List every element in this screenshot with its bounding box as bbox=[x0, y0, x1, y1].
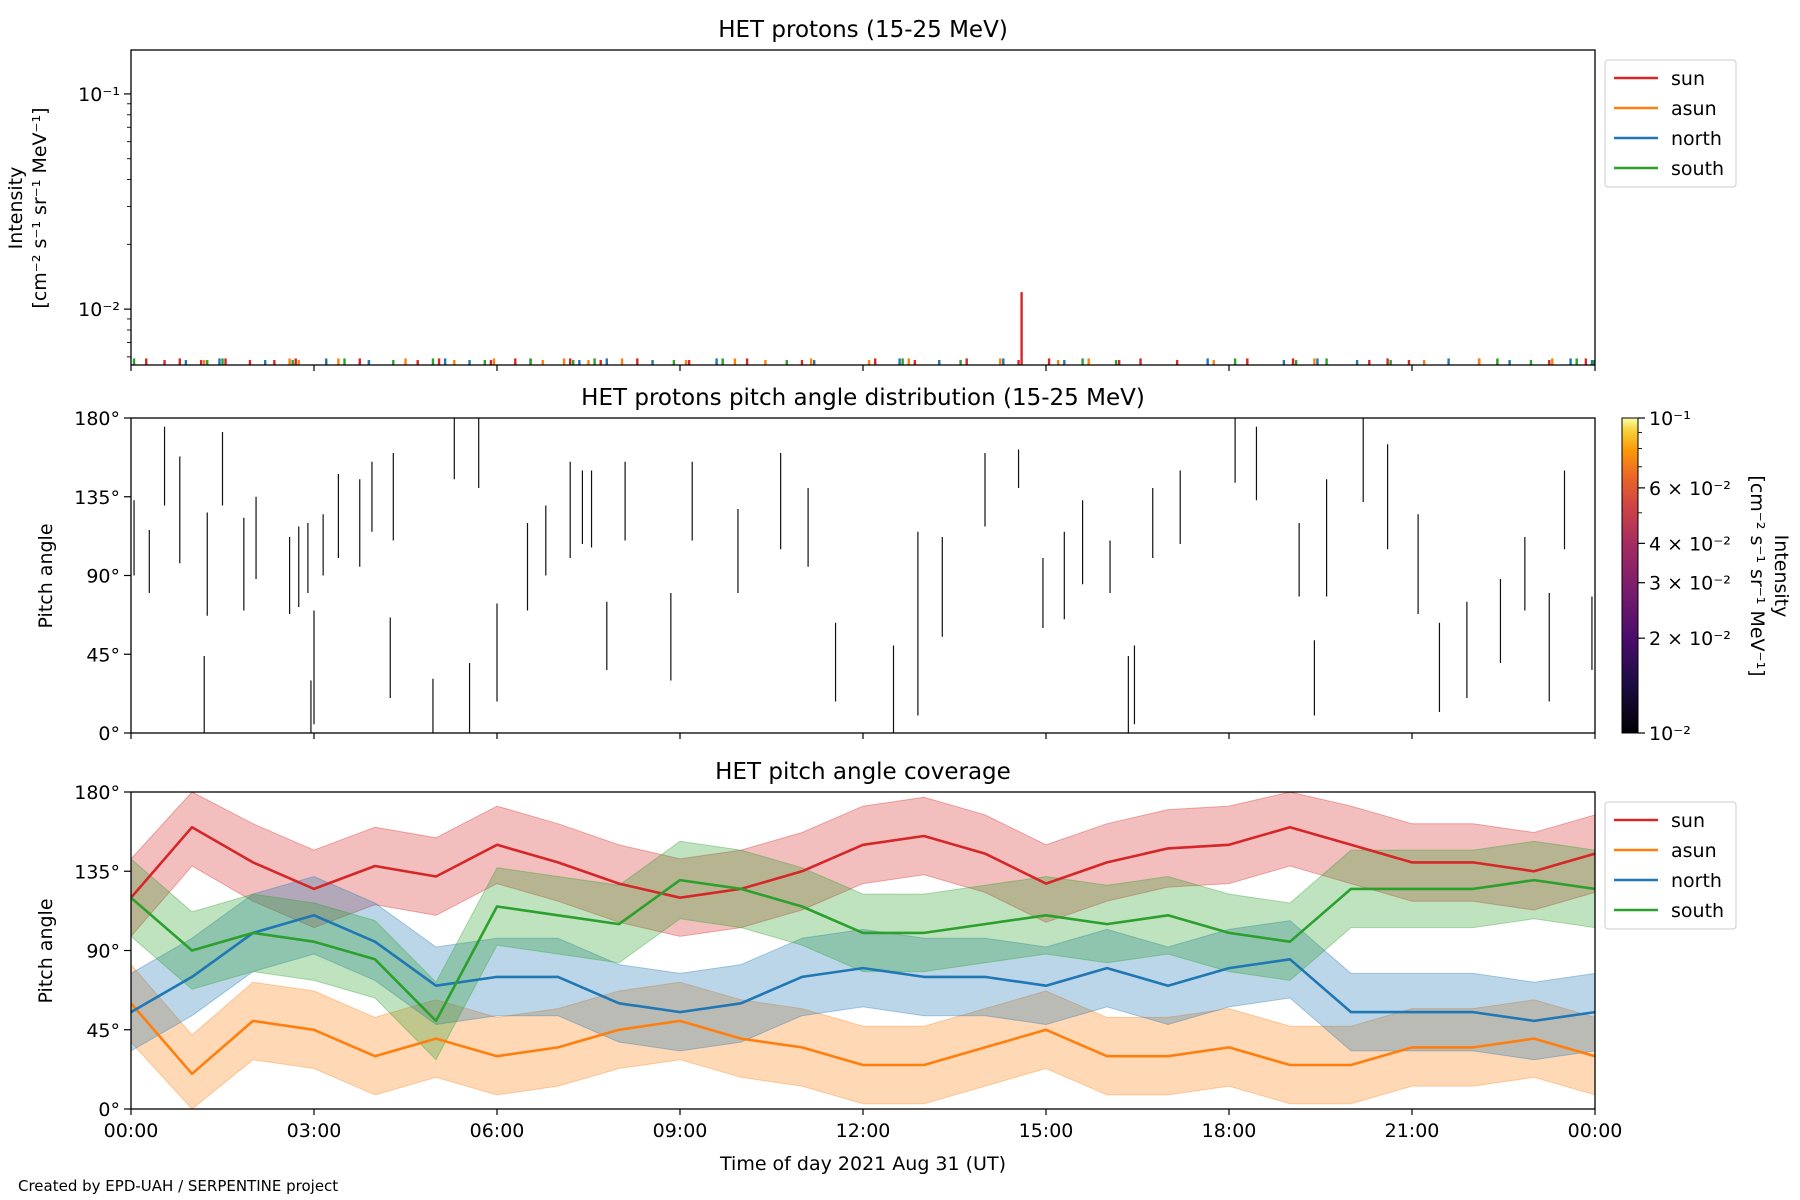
y-tick-label: 10⁻¹ bbox=[78, 84, 120, 106]
colorbar-tick-label: 2 × 10⁻² bbox=[1649, 628, 1731, 650]
panel3-xlabel: Time of day 2021 Aug 31 (UT) bbox=[719, 1153, 1006, 1175]
panel-coverage: HET pitch angle coverage 0° 45° 90° 135° 180… bbox=[35, 759, 1737, 1175]
panel1-legend-sun: sun bbox=[1671, 68, 1705, 90]
coverage-line-south bbox=[131, 878, 1595, 1023]
x-tick-label: 06:00 bbox=[470, 1120, 525, 1142]
x-tick-label: 09:00 bbox=[653, 1120, 708, 1142]
panel-pad: HET protons pitch angle distribution (15… bbox=[35, 385, 1792, 745]
colorbar-label-line1: Intensity bbox=[1770, 535, 1792, 618]
y-tick-label: 45° bbox=[86, 644, 120, 666]
panel1-ylabel-line1: Intensity bbox=[5, 167, 27, 250]
coverage-line-north bbox=[131, 914, 1595, 1023]
y-tick-label: 0° bbox=[98, 723, 120, 745]
colorbar-gradient bbox=[1621, 417, 1639, 734]
colorbar-tick-label: 3 × 10⁻² bbox=[1649, 573, 1731, 595]
colorbar-label-line2: [cm⁻² s⁻¹ sr⁻¹ MeV⁻¹] bbox=[1746, 475, 1768, 676]
colorbar-tick-label: 4 × 10⁻² bbox=[1649, 533, 1731, 555]
panel1-ylabel: Intensity [cm⁻² s⁻¹ sr⁻¹ MeV⁻¹] bbox=[5, 107, 51, 308]
colorbar-ticks: 10⁻² 2 × 10⁻² 3 × 10⁻² 4 × 10⁻² 6 × 10⁻² 10⁻¹ bbox=[1638, 408, 1731, 745]
panel3-title: HET pitch angle coverage bbox=[715, 759, 1011, 785]
panel1-legend-box bbox=[1604, 59, 1737, 188]
colorbar-tick-label: 10⁻² bbox=[1649, 723, 1691, 745]
colorbar: 10⁻² 2 × 10⁻² 3 × 10⁻² 4 × 10⁻² 6 × 10⁻² 10⁻¹… bbox=[1621, 408, 1792, 745]
x-tick-label: 03:00 bbox=[287, 1120, 342, 1142]
panel1-legend-north: north bbox=[1671, 128, 1722, 150]
colorbar-label: Intensity [cm⁻² s⁻¹ sr⁻¹ MeV⁻¹] bbox=[1746, 475, 1792, 676]
panel1-legend: sun asun north south bbox=[1604, 59, 1737, 188]
x-tick-label: 12:00 bbox=[836, 1120, 891, 1142]
y-tick-label: 0° bbox=[98, 1099, 120, 1121]
x-tick-label: 00:00 bbox=[104, 1120, 159, 1142]
x-tick-label: 18:00 bbox=[1202, 1120, 1257, 1142]
panel3-legend: sun asun north south bbox=[1604, 801, 1737, 930]
colorbar-tick-label: 6 × 10⁻² bbox=[1649, 478, 1731, 500]
panel2-title: HET protons pitch angle distribution (15… bbox=[581, 385, 1145, 411]
panel2-marks bbox=[133, 418, 1593, 733]
colorbar-tick-label: 10⁻¹ bbox=[1649, 408, 1691, 430]
y-tick-label: 90° bbox=[86, 566, 120, 588]
x-tick-label: 21:00 bbox=[1385, 1120, 1440, 1142]
y-tick-label: 180° bbox=[74, 408, 120, 430]
panel2-y-axis: 0° 45° 90° 135° 180° bbox=[74, 408, 131, 745]
y-tick-label: 10⁻² bbox=[78, 299, 120, 321]
y-tick-label: 180° bbox=[74, 782, 120, 804]
coverage-line-asun bbox=[131, 1002, 1595, 1076]
y-tick-label: 135° bbox=[74, 487, 120, 509]
panel3-legend-south: south bbox=[1671, 900, 1724, 922]
panel1-ylabel-line2: [cm⁻² s⁻¹ sr⁻¹ MeV⁻¹] bbox=[29, 107, 51, 308]
panel1-frame bbox=[130, 49, 1596, 366]
panel3-legend-box bbox=[1604, 801, 1737, 930]
panel2-x-ticks bbox=[130, 733, 1596, 739]
panel3-ylabel: Pitch angle bbox=[35, 898, 57, 1003]
credit-text: Created by EPD-UAH / SERPENTINE project bbox=[18, 1177, 338, 1195]
panel1-title: HET protons (15-25 MeV) bbox=[718, 17, 1008, 43]
panel1-legend-south: south bbox=[1671, 158, 1724, 180]
y-tick-label: 90° bbox=[86, 941, 120, 963]
panel1-y-axis: 10⁻² 10⁻¹ bbox=[78, 84, 131, 358]
coverage-band-sun bbox=[131, 792, 1595, 938]
y-tick-label: 135° bbox=[74, 861, 120, 883]
coverage-line-sun bbox=[131, 825, 1595, 899]
panel1-x-ticks bbox=[130, 365, 1596, 371]
panel3-legend-asun: asun bbox=[1671, 840, 1717, 862]
y-tick-label: 45° bbox=[86, 1020, 120, 1042]
panel1-legend-asun: asun bbox=[1671, 98, 1717, 120]
panel2-frame bbox=[130, 417, 1596, 734]
coverage-band-south bbox=[131, 840, 1595, 1061]
panel3-y-axis: 0° 45° 90° 135° 180° bbox=[74, 782, 131, 1121]
panel1-marks bbox=[132, 292, 1595, 365]
x-tick-label: 15:00 bbox=[1019, 1120, 1074, 1142]
panel2-ylabel: Pitch angle bbox=[35, 523, 57, 628]
panel3-marks bbox=[131, 792, 1595, 1109]
panel3-legend-north: north bbox=[1671, 870, 1722, 892]
panel3-legend-sun: sun bbox=[1671, 810, 1705, 832]
coverage-band-asun bbox=[131, 963, 1595, 1109]
x-tick-label: 00:00 bbox=[1568, 1120, 1623, 1142]
panel-intensity: HET protons (15-25 MeV) 10⁻² 10⁻¹ Intensi… bbox=[5, 17, 1737, 371]
panel3-x-axis: 00:00 03:00 06:00 09:00 12:00 15:00 18:00 21:00… bbox=[104, 1109, 1623, 1142]
